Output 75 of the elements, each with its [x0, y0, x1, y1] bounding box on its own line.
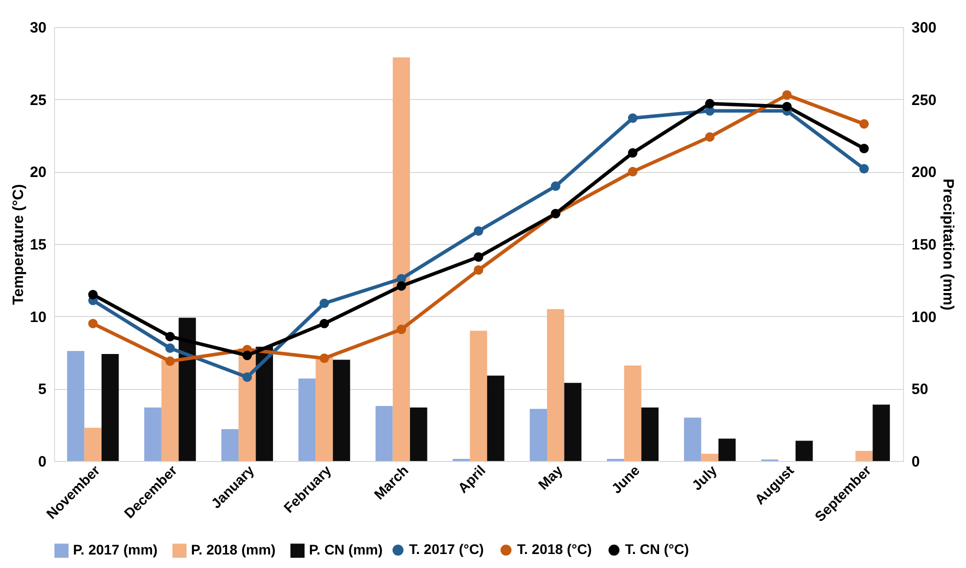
point: [88, 290, 98, 300]
point: [705, 98, 715, 108]
point: [782, 90, 792, 100]
bar: [487, 376, 504, 461]
bar: [718, 438, 736, 461]
bar: [410, 407, 428, 461]
bar: [298, 378, 316, 461]
legend-label: P. 2018 (mm): [191, 542, 276, 558]
bar: [530, 408, 547, 461]
bar: [332, 360, 350, 461]
bar: [316, 356, 333, 461]
y2-tick-label: 200: [912, 164, 937, 182]
y-tick-label: 30: [30, 20, 46, 36]
y-tick-label: 0: [38, 454, 46, 470]
point: [859, 164, 869, 174]
point: [165, 356, 175, 366]
bar: [376, 406, 393, 461]
point: [242, 372, 252, 382]
y-tick-label: 15: [30, 236, 46, 254]
point: [320, 354, 330, 364]
point: [705, 132, 715, 142]
bar: [470, 330, 488, 461]
legend-label: P. 2017 (mm): [73, 542, 158, 558]
point: [474, 265, 484, 275]
point: [242, 350, 252, 360]
y-axis-title: Temperature (°C): [10, 184, 27, 305]
y2-tick-label: 50: [912, 381, 928, 398]
y-tick-label: 25: [30, 92, 46, 109]
bar: [855, 450, 873, 461]
point: [165, 332, 175, 342]
bar: [221, 429, 239, 461]
y-tick-label: 10: [30, 308, 46, 326]
bar: [547, 309, 564, 461]
y-tick-label: 5: [38, 381, 46, 398]
point: [88, 318, 98, 328]
y2-tick-label: 100: [912, 308, 937, 326]
point: [628, 166, 638, 176]
bar: [161, 360, 179, 461]
legend-label: T. CN (°C): [625, 541, 689, 558]
bar: [796, 440, 813, 461]
y2-tick-label: 150: [912, 236, 937, 254]
point: [320, 298, 330, 308]
bar: [392, 57, 410, 461]
bar: [624, 366, 642, 461]
bar: [641, 407, 659, 461]
bar: [684, 418, 702, 461]
point: [396, 324, 406, 334]
point: [859, 119, 869, 129]
y2-tick-label: 250: [912, 92, 937, 109]
bar: [84, 428, 102, 461]
y2-tick-label: 0: [912, 454, 920, 470]
legend-label: P. CN (mm): [309, 542, 383, 558]
point: [474, 252, 484, 262]
bar: [872, 404, 890, 461]
y-tick-label: 20: [30, 164, 46, 182]
bar: [178, 318, 196, 461]
bar: [102, 354, 119, 461]
point: [320, 318, 330, 328]
bar: [701, 454, 718, 461]
point: [782, 102, 792, 112]
point: [165, 343, 175, 353]
point: [628, 113, 638, 123]
bar: [67, 351, 84, 461]
legend-label: T. 2017 (°C): [409, 541, 484, 558]
y2-tick-label: 300: [912, 20, 937, 36]
point: [628, 148, 638, 158]
point: [859, 144, 869, 154]
point: [396, 281, 406, 291]
bar: [144, 407, 162, 461]
bar: [564, 382, 582, 461]
bar: [256, 346, 273, 461]
y2-axis-title: Precipitation (mm): [940, 178, 957, 310]
legend-label: T. 2018 (°C): [517, 541, 592, 558]
point: [550, 181, 560, 191]
point: [474, 226, 484, 236]
